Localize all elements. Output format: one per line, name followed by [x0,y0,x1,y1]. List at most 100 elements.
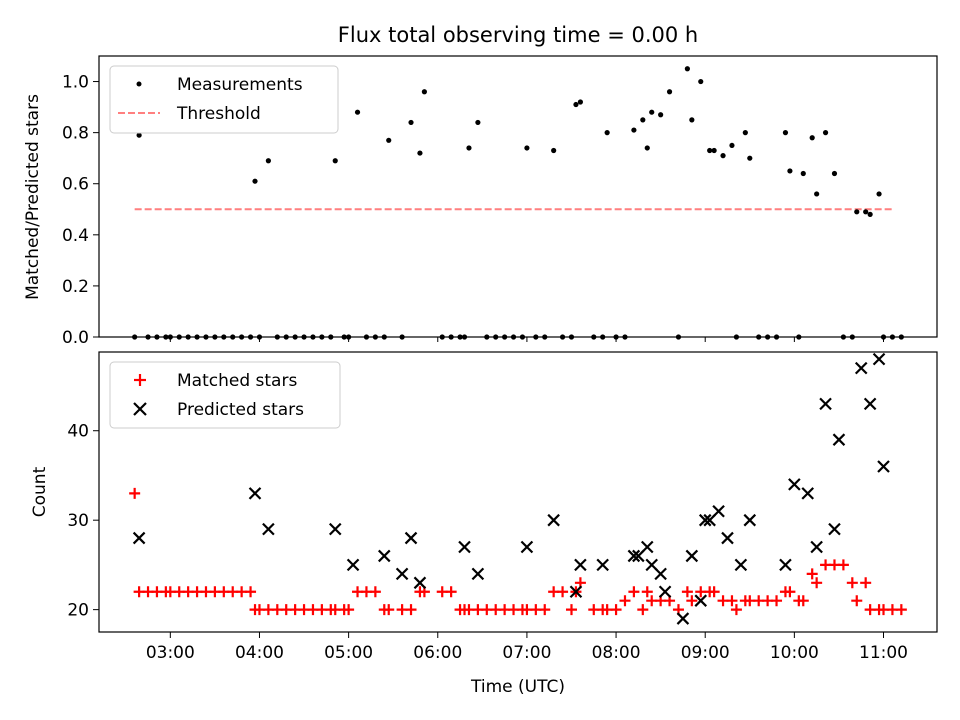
predicted-star-point [872,352,886,366]
top-axes-frame [98,55,938,338]
top-y-tick-label: 0.4 [62,226,89,246]
measurement-point [644,145,650,151]
predicted-star-point [640,540,654,554]
x-axis-label: Time (UTC) [470,677,565,697]
bottom-x-tick-label: 07:00 [502,643,551,663]
top-y-tick-label: 0.6 [62,175,89,195]
matched-star-point [860,577,872,589]
top-y-tick-label: 0.8 [62,124,89,144]
matched-star-point [637,604,649,616]
bottom-x-tick-label: 06:00 [413,643,462,663]
measurement-point [863,209,869,215]
predicted-star-point [346,558,360,572]
predicted-star-point [819,397,832,411]
measurement-point [666,89,673,95]
predicted-star-point [743,513,757,527]
measurement-point [408,119,414,126]
top-y-tick-label: 1.0 [62,73,89,93]
matched-star-point [539,604,551,616]
predicted-star-point [596,558,609,572]
matched-star-point [797,595,809,607]
legend-label-threshold: Threshold [176,104,261,124]
measurement-point [631,127,637,133]
legend-marker-matched-stars [134,374,146,386]
bottom-axes-frame [98,351,938,633]
measurement-point [684,66,690,72]
bottom-x-tick-label: 11:00 [859,643,908,663]
predicted-star-point [404,531,418,545]
measurement-point [386,137,392,143]
predicted-star-point [627,549,641,563]
measurement-point [577,99,584,105]
predicted-star-point [377,549,391,563]
predicted-star-point [547,513,560,527]
matched-star-point [383,604,395,616]
predicted-star-point [698,513,712,527]
measurement-point [551,147,557,154]
matched-star-point [343,604,355,616]
predicted-star-point [877,460,890,473]
bottom-x-tick-label: 08:00 [592,643,641,663]
top-legend: Measurements Threshold [109,65,339,134]
top-plot-area: 0.0 0.2 0.4 0.6 0.8 1.0 [62,66,904,348]
bottom-x-tick-label: 04:00 [235,643,284,663]
predicted-star-point [685,549,699,563]
matched-star-point [686,595,698,607]
measurement-point [136,132,142,138]
legend-label-matched-stars: Matched stars [177,371,297,391]
predicted-star-point [654,567,667,581]
predicted-star-point [413,576,427,590]
measurement-point [720,153,726,159]
bottom-y-tick-label: 30 [67,511,89,531]
measurement-point [814,191,820,197]
legend-label-measurements: Measurements [177,75,303,95]
predicted-star-point [694,594,708,607]
measurement-point [707,147,713,154]
matched-star-point [726,595,738,607]
matched-star-point [610,604,622,616]
measurement-point [698,78,704,85]
predicted-star-point [471,567,485,581]
measurement-point [265,158,271,164]
measurement-point [809,135,815,141]
matched-star-point [895,604,907,616]
matched-star-point [405,604,417,616]
matched-star-point [369,586,381,598]
matched-star-point [628,586,640,598]
bottom-plot-area: 20 30 40 03:00 04:00 05:00 06:00 07:00 08:00 09:0… [67,352,908,663]
bottom-x-tick-label: 03:00 [146,643,195,663]
measurement-point [640,117,646,123]
matched-star-point [811,577,823,589]
measurement-point [747,155,753,161]
predicted-star-point [262,522,275,536]
measurement-point [689,117,695,123]
chart-title: Flux total observing time = 0.00 h [338,23,698,47]
bottom-y-axis-label: Count [30,466,50,517]
matched-star-point [445,586,457,598]
predicted-star-point [520,540,534,554]
predicted-star-point [854,361,868,375]
predicted-star-point [574,558,587,572]
measurement-point [854,209,860,215]
bottom-x-tick-label: 05:00 [324,643,373,663]
bottom-legend-box [109,361,341,429]
matched-star-point [557,586,569,598]
measurement-point [742,130,748,136]
predicted-star-point [779,558,792,572]
matched-star-point [681,586,693,598]
matched-star-point [245,586,257,598]
legend-label-predicted-stars: Predicted stars [177,400,304,420]
legend-marker-measurements [136,81,142,87]
bottom-y-tick-label: 20 [67,601,89,621]
measurement-point [711,147,717,154]
bottom-legend: Matched stars Predicted stars [109,361,341,429]
predicted-star-point [395,567,409,581]
predicted-star-point [248,487,262,500]
predicted-star-point [676,612,690,625]
legend-marker-predicted-stars [133,402,147,416]
measurement-point [604,130,610,136]
matched-star-point [846,577,858,589]
matched-star-point [129,487,141,499]
bottom-y-tick-label: 40 [67,422,89,442]
